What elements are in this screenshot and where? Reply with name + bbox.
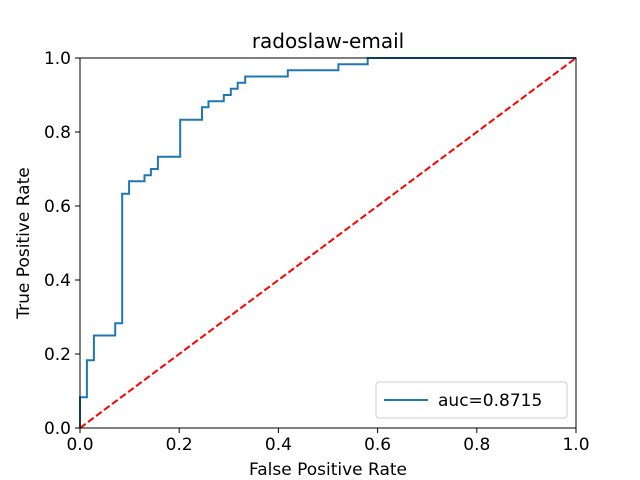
x-tick-label: 1.0 [562,435,589,455]
x-tick-label: 0.6 [364,435,391,455]
plot-frame [79,57,577,429]
y-tick-label: 1.0 [44,49,71,69]
y-axis-label: True Positive Rate [14,167,34,319]
y-tick-label: 0.4 [44,271,71,291]
x-tick-label: 0.0 [66,435,93,455]
y-tick-label: 0.0 [44,419,71,439]
legend-label: auc=0.8715 [438,391,542,411]
x-tick-label: 0.8 [463,435,490,455]
chart-title: radoslaw-email [252,29,404,53]
series-layer [79,57,577,429]
x-axis: 0.0 0.2 0.4 0.6 0.8 1.0 [66,428,590,455]
legend-box [375,381,568,419]
chance-diagonal-line [79,57,577,429]
x-axis-label: False Positive Rate [249,460,407,480]
y-tick-label: 0.2 [44,345,71,365]
x-tick-label: 0.4 [265,435,292,455]
y-axis: 0.0 0.2 0.4 0.6 0.8 1.0 [44,49,80,439]
x-tick-label: 0.2 [166,435,193,455]
y-tick-label: 0.8 [44,123,71,143]
roc-curve-line [79,57,576,428]
y-tick-label: 0.6 [44,197,71,217]
legend: auc=0.8715 [375,381,568,419]
